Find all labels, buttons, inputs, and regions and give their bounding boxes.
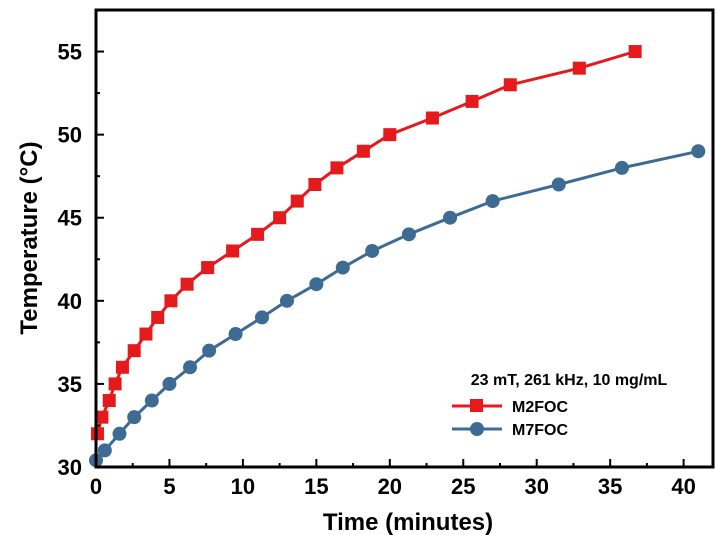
x-tick-label: 35 xyxy=(598,474,622,499)
x-tick-label: 20 xyxy=(378,474,402,499)
series-layer xyxy=(89,45,706,468)
y-tick-label: 40 xyxy=(58,289,82,314)
y-tick-label: 30 xyxy=(58,455,82,480)
data-point-m2foc xyxy=(383,128,397,142)
data-point-m7foc xyxy=(691,144,706,159)
data-point-m2foc xyxy=(180,277,194,291)
data-point-m2foc xyxy=(356,144,370,158)
plot-frame xyxy=(94,8,715,469)
data-point-m7foc xyxy=(365,243,380,258)
x-tick-label: 0 xyxy=(90,474,102,499)
legend-marker-m2foc xyxy=(470,399,483,412)
data-point-m2foc xyxy=(95,410,109,424)
data-point-m2foc xyxy=(465,94,479,108)
data-point-m2foc xyxy=(273,211,287,225)
data-point-m7foc xyxy=(144,393,159,408)
data-point-m7foc xyxy=(335,260,350,275)
data-point-m7foc xyxy=(162,376,177,391)
data-point-m2foc xyxy=(226,244,240,258)
data-point-m7foc xyxy=(614,160,629,175)
data-point-m7foc xyxy=(443,210,458,225)
data-point-m7foc xyxy=(485,194,500,209)
data-point-m2foc xyxy=(503,78,517,92)
data-point-m2foc xyxy=(102,394,116,408)
data-point-m7foc xyxy=(279,293,294,308)
data-point-m7foc xyxy=(401,227,416,242)
legend: M2FOC M7FOC xyxy=(452,399,568,439)
axes-layer: 0 5 10 15 20 25 30 35 40 30 35 40 45 50 55 xyxy=(58,40,696,499)
data-point-m2foc xyxy=(308,177,322,191)
data-point-m7foc xyxy=(551,177,566,192)
y-axis-title: Temperature (°C) xyxy=(16,141,43,334)
data-point-m7foc xyxy=(97,443,112,458)
data-point-m7foc xyxy=(255,310,270,325)
data-point-m2foc xyxy=(425,111,439,125)
x-tick-label: 25 xyxy=(451,474,475,499)
data-point-m2foc xyxy=(127,344,141,358)
data-point-m2foc xyxy=(572,61,586,75)
data-point-m2foc xyxy=(628,45,642,59)
data-point-m7foc xyxy=(183,360,198,375)
data-point-m7foc xyxy=(127,410,142,425)
legend-label-m2foc: M2FOC xyxy=(512,399,568,416)
legend-label-m7foc: M7FOC xyxy=(512,422,568,439)
x-tick-label: 40 xyxy=(671,474,695,499)
data-point-m2foc xyxy=(151,310,165,324)
series-line-m7foc xyxy=(94,149,699,462)
data-point-m2foc xyxy=(251,227,265,241)
y-tick-label: 35 xyxy=(58,372,82,397)
data-point-m2foc xyxy=(330,161,344,175)
data-point-m7foc xyxy=(228,327,243,342)
y-tick-label: 50 xyxy=(58,123,82,148)
legend-annotation: 23 mT, 261 kHz, 10 mg/mL xyxy=(471,372,668,389)
data-point-m7foc xyxy=(309,277,324,292)
x-axis-title: Time (minutes) xyxy=(323,509,493,535)
data-point-m2foc xyxy=(290,194,304,208)
data-point-m2foc xyxy=(164,294,178,308)
y-tick-label: 45 xyxy=(58,206,82,231)
data-point-m2foc xyxy=(139,327,153,341)
data-point-m7foc xyxy=(112,426,127,441)
x-tick-label: 5 xyxy=(163,474,175,499)
x-tick-label: 30 xyxy=(524,474,548,499)
data-point-m2foc xyxy=(201,261,215,275)
y-tick-label: 55 xyxy=(58,40,82,65)
x-tick-label: 10 xyxy=(231,474,255,499)
data-point-m7foc xyxy=(202,343,217,358)
data-point-m2foc xyxy=(115,360,129,374)
data-point-m2foc xyxy=(108,377,122,391)
x-tick-label: 15 xyxy=(304,474,328,499)
legend-marker-m7foc xyxy=(470,422,484,436)
